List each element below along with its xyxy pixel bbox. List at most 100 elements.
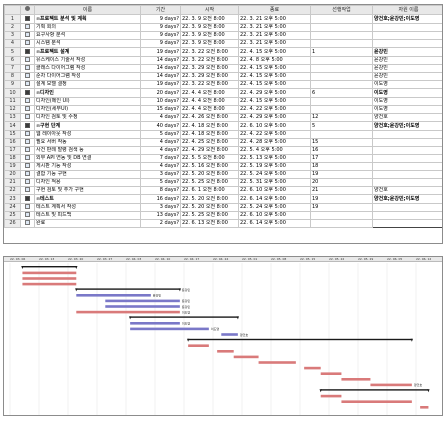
row-number[interactable]: 11: [4, 97, 21, 106]
task-name-cell[interactable]: 클래스 다이어그램 작성: [34, 64, 141, 73]
duration-cell[interactable]: 13 days?: [140, 211, 181, 220]
finish-cell[interactable]: 22. 6. 10 오후 5:00: [238, 121, 311, 131]
row-number[interactable]: 8: [4, 72, 21, 81]
finish-cell[interactable]: 22. 5. 24 오후 5:00: [238, 203, 311, 212]
row-number[interactable]: 19: [4, 162, 21, 171]
row-number[interactable]: 25: [4, 211, 21, 220]
finish-cell[interactable]: 22. 4. 15 오후 5:00: [238, 80, 311, 89]
start-cell[interactable]: 22. 3. 9 오전 8:00: [180, 23, 239, 32]
resource-cell[interactable]: [372, 146, 442, 155]
task-icon[interactable]: [20, 130, 35, 139]
task-icon[interactable]: [20, 219, 35, 228]
task-icon[interactable]: [20, 105, 35, 114]
finish-cell[interactable]: 22. 5. 24 오후 5:00: [238, 170, 311, 179]
summary-icon[interactable]: [20, 121, 35, 131]
task-name-cell[interactable]: 웹 레이아웃 작성: [34, 130, 141, 139]
task-icon[interactable]: [20, 162, 35, 171]
finish-cell[interactable]: 22. 4. 28 오후 5:00: [238, 138, 311, 147]
row-number[interactable]: 26: [4, 219, 21, 228]
task-row[interactable]: 10 ⊟디자인 20 days? 22. 4. 4 오전 8:00 22. 4. 29 …: [4, 88, 442, 98]
duration-cell[interactable]: 3 days?: [140, 170, 181, 179]
task-row[interactable]: 2 기획 회의 9 days? 22. 3. 9 오전 8:00 22. 3. 21 오…: [4, 23, 442, 32]
summary-icon[interactable]: [20, 47, 35, 57]
start-cell[interactable]: 22. 4. 29 오전 8:00: [180, 146, 239, 155]
task-row[interactable]: 18 외부 API 연동 및 DB 연결 7 days? 22. 5. 5 오전 8:…: [4, 154, 442, 163]
task-name-cell[interactable]: 설계 모델 결정: [34, 80, 141, 89]
task-name-cell[interactable]: 기획 회의: [34, 23, 141, 32]
start-cell[interactable]: 22. 5. 25 오전 8:00: [180, 178, 239, 187]
finish-cell[interactable]: 22. 4. 15 오후 5:00: [238, 72, 311, 81]
collapse-toggle-icon[interactable]: ⊟: [36, 90, 40, 95]
predecessor-cell[interactable]: 19: [310, 194, 373, 204]
row-number[interactable]: 18: [4, 154, 21, 163]
task-name-cell[interactable]: ⊟테스트: [34, 194, 141, 204]
summary-icon[interactable]: [20, 194, 35, 204]
predecessor-cell[interactable]: 19: [310, 203, 373, 212]
resource-cell[interactable]: 양건호;윤강민;이도영: [372, 14, 442, 24]
finish-cell[interactable]: 22. 4. 15 오후 5:00: [238, 64, 311, 73]
finish-cell[interactable]: 22. 5. 19 오후 5:00: [238, 162, 311, 171]
resource-cell[interactable]: 윤강민: [372, 56, 442, 65]
task-row[interactable]: 19 게시판 기능 작성 4 days? 22. 5. 16 오전 8:00 22. 5…: [4, 162, 442, 171]
info-column-header[interactable]: [20, 5, 35, 15]
resource-cell[interactable]: [372, 130, 442, 139]
task-icon[interactable]: [20, 138, 35, 147]
resource-cell[interactable]: [372, 39, 442, 48]
resource-cell[interactable]: 이도영: [372, 80, 442, 89]
predecessor-cell[interactable]: 20: [310, 178, 373, 187]
resource-cell[interactable]: 윤강민: [372, 72, 442, 81]
duration-cell[interactable]: 5 days?: [140, 130, 181, 139]
start-cell[interactable]: 22. 4. 25 오전 8:00: [180, 138, 239, 147]
task-icon[interactable]: [20, 113, 35, 122]
row-number[interactable]: 16: [4, 138, 21, 147]
start-cell[interactable]: 22. 3. 9 오전 8:00: [180, 39, 239, 48]
resource-cell[interactable]: [372, 211, 442, 220]
row-number[interactable]: 20: [4, 170, 21, 179]
finish-cell[interactable]: 22. 4. 29 오후 5:00: [238, 88, 311, 98]
task-name-cell[interactable]: 디자인 적용: [34, 178, 141, 187]
row-number[interactable]: 1: [4, 14, 21, 24]
task-name-cell[interactable]: 유스케이스 기술서 작성: [34, 56, 141, 65]
predecessor-cell[interactable]: 5: [310, 121, 373, 131]
resource-cell[interactable]: [372, 170, 442, 179]
resource-cell[interactable]: 양건호;윤강민;이도영: [372, 121, 442, 131]
duration-cell[interactable]: 4 days?: [140, 113, 181, 122]
start-cell[interactable]: 22. 4. 4 오전 8:00: [180, 88, 239, 98]
duration-cell[interactable]: 3 days?: [140, 203, 181, 212]
duration-cell[interactable]: 19 days?: [140, 80, 181, 89]
finish-cell[interactable]: 22. 6. 14 오후 5:00: [238, 194, 311, 204]
collapse-toggle-icon[interactable]: ⊟: [36, 49, 40, 54]
collapse-toggle-icon[interactable]: ⊟: [36, 16, 40, 21]
task-icon[interactable]: [20, 146, 35, 155]
finish-cell[interactable]: 22. 3. 21 오후 5:00: [238, 31, 311, 40]
task-row[interactable]: 20 결합 기능 구현 3 days? 22. 5. 20 오전 8:00 22. 5.…: [4, 170, 442, 179]
task-row[interactable]: 23 ⊟테스트 16 days? 22. 5. 20 오전 8:00 22. 6. 14…: [4, 194, 442, 204]
duration-cell[interactable]: 4 days?: [140, 138, 181, 147]
start-cell[interactable]: 22. 3. 22 오전 8:00: [180, 47, 239, 57]
row-number[interactable]: 14: [4, 121, 21, 131]
predecessor-cell[interactable]: [310, 31, 373, 40]
row-number[interactable]: 3: [4, 31, 21, 40]
task-row[interactable]: 11 디자인(메인 UI) 10 days? 22. 4. 4 오전 8:00 22. …: [4, 97, 442, 106]
duration-cell[interactable]: 20 days?: [140, 88, 181, 98]
resource-cell[interactable]: [372, 138, 442, 147]
start-cell[interactable]: 22. 4. 18 오전 8:00: [180, 130, 239, 139]
start-cell[interactable]: 22. 3. 29 오전 8:00: [180, 64, 239, 73]
task-name-cell[interactable]: 디자인(세부UI): [34, 105, 141, 114]
predecessor-cell[interactable]: [310, 80, 373, 89]
task-icon[interactable]: [20, 178, 35, 187]
task-row[interactable]: 8 순차 다이어그램 작성 14 days? 22. 3. 29 오전 8:00 22.…: [4, 72, 442, 81]
predecessor-cell[interactable]: [310, 97, 373, 106]
duration-cell[interactable]: 19 days?: [140, 47, 181, 57]
task-icon[interactable]: [20, 97, 35, 106]
duration-cell[interactable]: 5 days?: [140, 178, 181, 187]
duration-cell[interactable]: 14 days?: [140, 64, 181, 73]
start-cell[interactable]: 22. 5. 25 오전 8:00: [180, 211, 239, 220]
duration-cell[interactable]: 4 days?: [140, 146, 181, 155]
predecessor-cell[interactable]: [310, 130, 373, 139]
finish-cell[interactable]: 22. 6. 14 오후 5:00: [238, 219, 311, 228]
task-icon[interactable]: [20, 23, 35, 32]
row-number[interactable]: 5: [4, 47, 21, 57]
name-column-header[interactable]: 이름: [34, 5, 141, 15]
resource-cell[interactable]: [372, 23, 442, 32]
